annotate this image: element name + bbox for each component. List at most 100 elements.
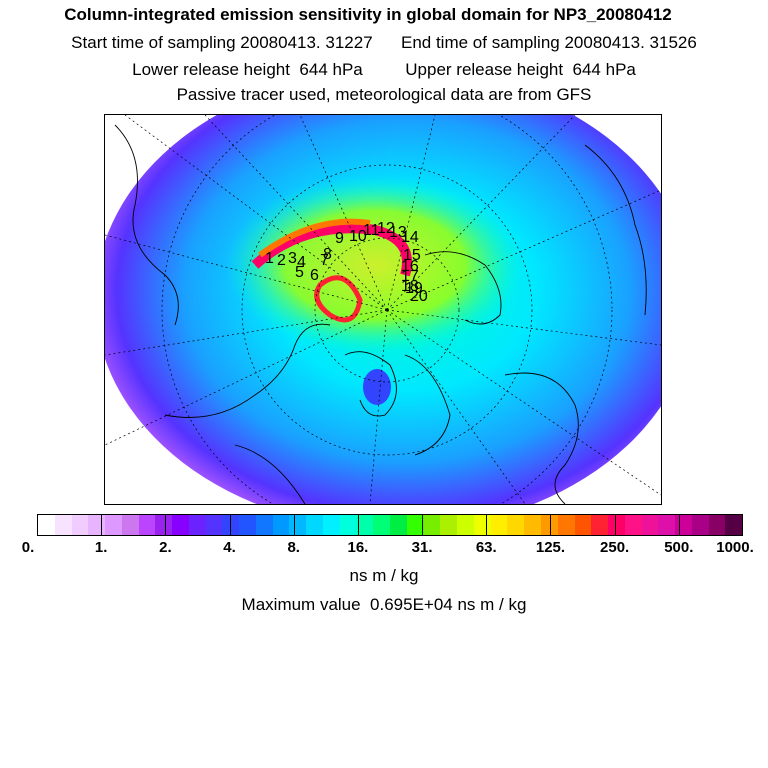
- colorbar-divider: [165, 514, 167, 536]
- colorbar-divider: [293, 514, 295, 536]
- colorbar-segment: [205, 515, 223, 535]
- track-label: 6: [310, 267, 319, 284]
- maximum-value: Maximum value 0.695E+04 ns m / kg: [241, 595, 527, 614]
- track-label: 12: [377, 220, 395, 237]
- colorbar-divider: [422, 514, 424, 536]
- colorbar-tick-label: 1.: [94, 539, 108, 556]
- track-label: 4: [297, 254, 306, 271]
- track-label: 11: [363, 222, 380, 239]
- colorbar-tick-label: 8.: [287, 539, 300, 556]
- colorbar-segment: [641, 515, 659, 535]
- colorbar-divider: [614, 514, 616, 536]
- colorbar-segment: [38, 515, 55, 535]
- track-label: 7: [320, 252, 329, 269]
- colorbar-segment: [591, 515, 609, 535]
- track-label: 19: [405, 280, 423, 297]
- colorbar-tick-label: 2.: [159, 539, 172, 556]
- track-label: 20: [410, 288, 428, 305]
- colorbar-segment: [239, 515, 256, 535]
- colorbar-tick-label: 500.: [664, 539, 694, 556]
- colorbar-tick-label: 1000.: [716, 539, 754, 556]
- tracer-info-line: Passive tracer used, meteorological data…: [176, 85, 592, 104]
- colorbar-segment: [490, 515, 508, 535]
- colorbar-segment: [608, 515, 625, 535]
- track-label: 16: [401, 258, 419, 275]
- track-label: 8: [323, 246, 332, 263]
- track-label: 5: [295, 264, 304, 281]
- colorbar-segment: [323, 515, 340, 535]
- sensitivity-map: 1 2 3 4 5 6 7 8 9 10 11 12 13 14 15 16 17 18 19 20: [104, 114, 662, 505]
- colorbar-segment: [574, 515, 592, 535]
- map-title: Column-integrated emission sensitivity i…: [64, 5, 672, 24]
- latitude-circles: [161, 115, 613, 504]
- colorbar-divider: [550, 514, 552, 536]
- colorbar-segment: [658, 515, 676, 535]
- colorbar-segment: [88, 515, 106, 535]
- peak-loop: [314, 275, 363, 323]
- colorbar-unit: ns m / kg: [349, 566, 419, 585]
- colorbar-segment: [289, 515, 307, 535]
- colorbar-divider: [101, 514, 103, 536]
- track-label: 3: [288, 250, 297, 267]
- track-label: 14: [401, 229, 419, 246]
- colorbar-segment: [255, 515, 273, 535]
- track-label: 17: [401, 268, 419, 285]
- colorbar-segment: [725, 515, 743, 535]
- colorbar-divider: [357, 514, 359, 536]
- colorbar-tick-label: 0.: [21, 539, 35, 556]
- track-label: 10: [349, 228, 367, 245]
- track-label: 15: [403, 247, 421, 264]
- colorbar-segment: [524, 515, 541, 535]
- colorbar-divider: [486, 514, 488, 536]
- track-label: 13: [389, 224, 407, 241]
- colorbar-segment: [356, 515, 374, 535]
- colorbar-tick-label: 63.: [475, 539, 497, 556]
- colorbar-segment: [691, 515, 709, 535]
- colorbar-segment: [406, 515, 424, 535]
- colorbar-divider: [229, 514, 231, 536]
- colorbar-segment: [675, 515, 692, 535]
- colorbar-tick-label: 4.: [223, 539, 236, 556]
- colorbar-segment: [306, 515, 324, 535]
- colorbar-segment: [473, 515, 491, 535]
- colorbar-segment: [540, 515, 558, 535]
- colorbar-segment: [272, 515, 290, 535]
- colorbar-segment: [557, 515, 575, 535]
- colorbar: [37, 514, 743, 536]
- peak-sensitivity-arc: [251, 223, 412, 277]
- track-label: 1: [265, 250, 274, 267]
- colorbar-tick-label: 31.: [411, 539, 433, 556]
- colorbar-segment: [172, 515, 189, 535]
- colorbar-segment: [339, 515, 357, 535]
- colorbar-divider: [678, 514, 680, 536]
- colorbar-segment: [222, 515, 240, 535]
- track-label: 2: [277, 252, 286, 269]
- colorbar-segment: [71, 515, 89, 535]
- track-label: 18: [401, 278, 419, 295]
- high-sensitivity-zone: [225, 175, 525, 355]
- colorbar-segment: [105, 515, 122, 535]
- low-sensitivity-pocket: [363, 369, 391, 405]
- colorbar-segment: [54, 515, 72, 535]
- colorbar-segment: [188, 515, 206, 535]
- colorbar-segment: [440, 515, 458, 535]
- colorbar-segment: [708, 515, 726, 535]
- release-height-line: Lower release height 644 hPa Upper relea…: [132, 60, 636, 79]
- meridians: [105, 115, 661, 504]
- colorbar-tick-label: 16.: [347, 539, 369, 556]
- colorbar-segment: [624, 515, 642, 535]
- track-label: 9: [335, 230, 344, 247]
- colorbar-segment: [507, 515, 525, 535]
- colorbar-segment: [138, 515, 156, 535]
- colorbar-tick-label: 250.: [600, 539, 630, 556]
- colorbar-segment: [390, 515, 407, 535]
- colorbar-segment: [121, 515, 139, 535]
- colorbar-segment: [373, 515, 391, 535]
- colorbar-tick-label: 125.: [535, 539, 566, 556]
- colorbar-segment: [155, 515, 173, 535]
- coastlines: [114, 124, 647, 504]
- colorbar-segment: [423, 515, 441, 535]
- sampling-time-line: Start time of sampling 20080413. 31227 E…: [71, 33, 697, 52]
- colorbar-segment: [457, 515, 474, 535]
